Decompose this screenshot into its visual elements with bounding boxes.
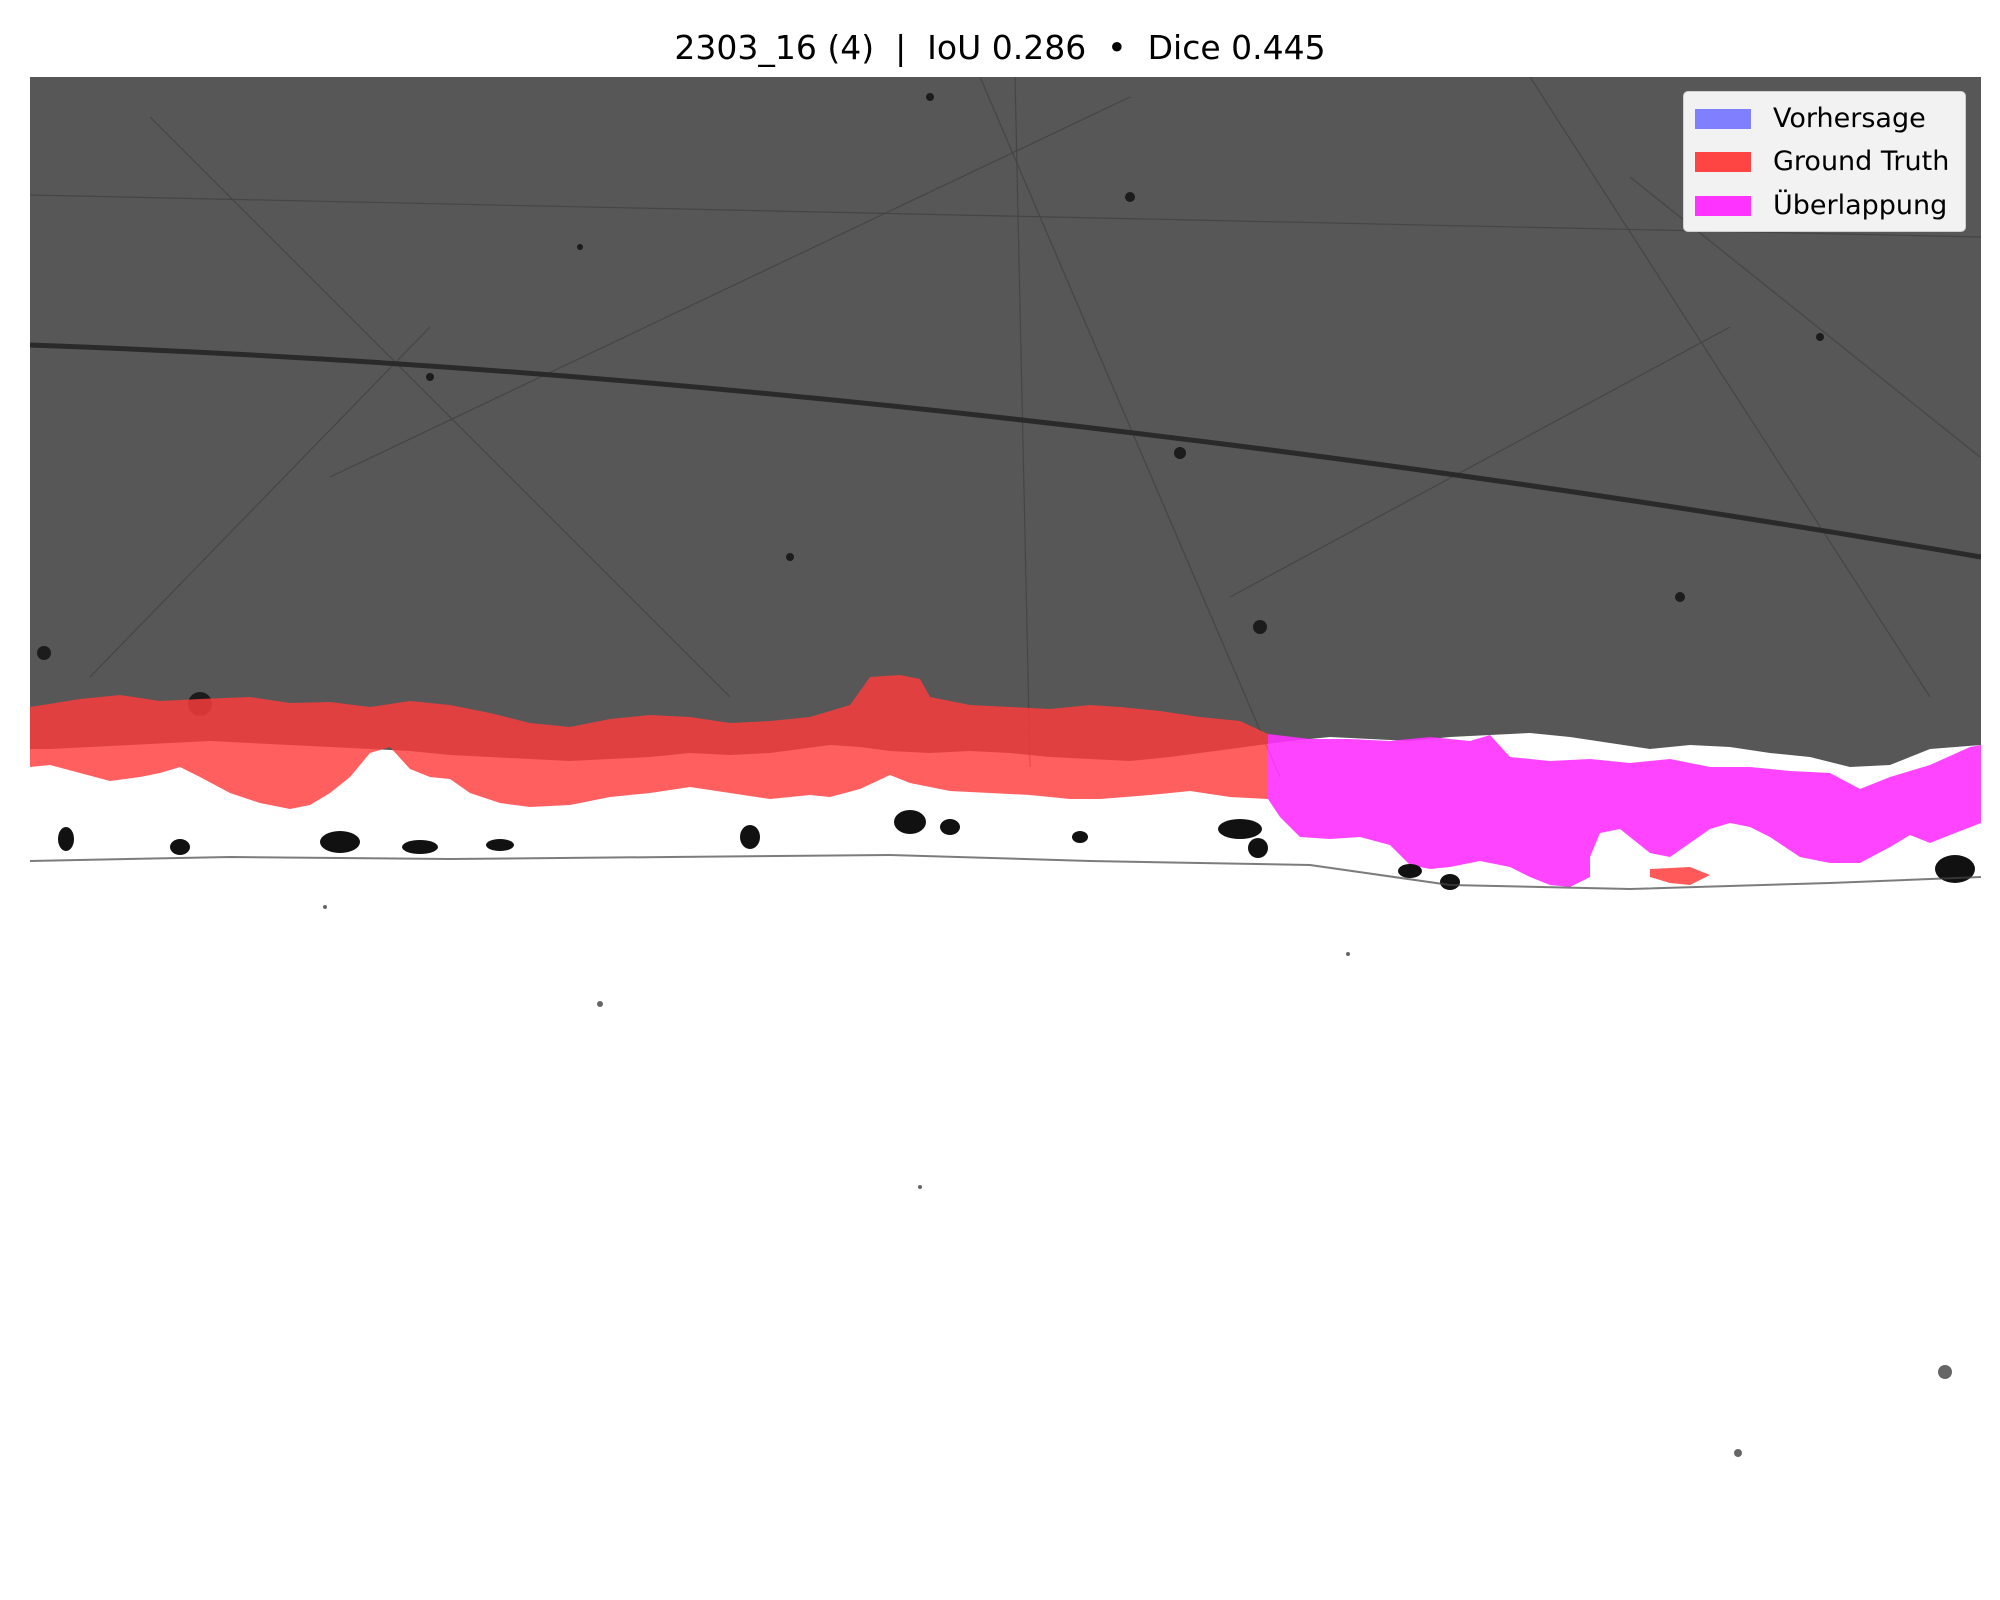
ground-truth-fragment: [1650, 867, 1710, 885]
upper-dark-phase: [30, 77, 1981, 767]
specks-lower: [323, 905, 1952, 1457]
legend-swatch-prediction: [1695, 109, 1751, 129]
figure-title: 2303_16 (4) | IoU 0.286 • Dice 0.445: [674, 28, 1326, 67]
legend-swatch-ground-truth: [1695, 152, 1751, 172]
micrograph-svg: [30, 77, 1981, 1596]
legend-label-overlap: Überlappung: [1773, 190, 1948, 221]
interface-line: [30, 853, 1981, 891]
legend-label-prediction: Vorhersage: [1773, 103, 1926, 134]
legend-label-ground-truth: Ground Truth: [1773, 146, 1950, 177]
ground-truth-region: [30, 675, 1268, 809]
legend-swatch-overlap: [1695, 196, 1751, 216]
micrograph-image: [30, 77, 1981, 1596]
overlap-region: [1268, 734, 1981, 887]
legend: Vorhersage Ground Truth Überlappung: [1683, 91, 1966, 232]
dark-pores-interface: [58, 810, 1975, 890]
curved-scratch: [30, 342, 1981, 560]
